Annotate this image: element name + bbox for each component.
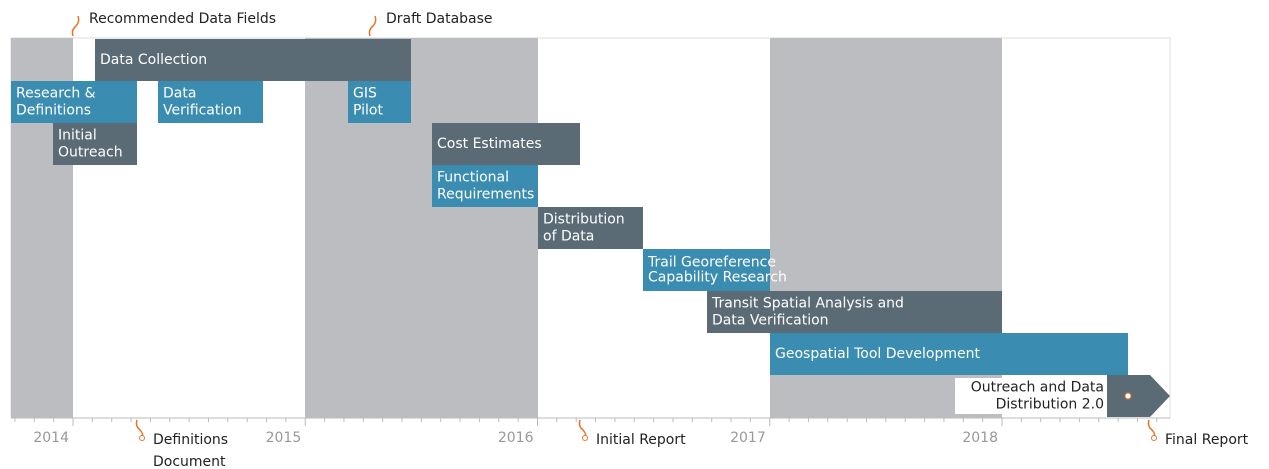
task-label: Functional — [437, 170, 509, 186]
task-label: Initial — [58, 128, 97, 144]
task-label: Definitions — [16, 103, 91, 119]
year-band — [305, 38, 538, 418]
milestone-dot — [1151, 435, 1157, 441]
task-arrow — [1107, 375, 1170, 417]
milestone-label: Final Report — [1165, 432, 1249, 448]
task-label: Outreach and Data — [971, 380, 1104, 396]
task-label: Verification — [163, 103, 242, 119]
year-label: 2016 — [498, 430, 534, 446]
year-label: 2018 — [962, 430, 998, 446]
task-bar — [95, 39, 411, 81]
task-label: GIS — [353, 86, 377, 102]
label-bg — [955, 378, 1105, 414]
task-label: Transit Spatial Analysis and — [711, 296, 904, 312]
task-label: Data Verification — [712, 313, 829, 329]
marker — [1124, 392, 1132, 400]
milestone-label: Definitions — [153, 432, 228, 448]
task-label: Distribution 2.0 — [996, 397, 1104, 413]
task-label: Cost Estimates — [437, 136, 542, 152]
task-bar — [538, 207, 643, 249]
milestone-marker — [71, 15, 80, 37]
year-label: 2015 — [266, 430, 302, 446]
milestone-marker — [368, 15, 377, 37]
milestone-label: Document — [153, 454, 226, 469]
task-bar — [432, 123, 580, 165]
task-bar — [348, 81, 411, 123]
task-label: Data Collection — [100, 52, 207, 68]
task-bar — [643, 249, 770, 291]
task-bar — [158, 81, 263, 123]
task-label: Data — [163, 86, 196, 102]
task-label: Distribution — [543, 212, 625, 228]
task-label: of Data — [543, 229, 594, 245]
milestone-label: Initial Report — [596, 432, 686, 448]
task-bar — [11, 81, 137, 123]
task-label: Research & — [16, 86, 96, 102]
milestone-dot — [139, 435, 145, 441]
task-label: Capability Research — [648, 270, 787, 286]
task-bar — [707, 291, 1002, 333]
task-bar — [432, 165, 538, 207]
task-label: Trail Georeference — [647, 255, 776, 271]
milestone-dot — [582, 435, 588, 441]
milestone-label: Recommended Data Fields — [89, 11, 276, 27]
year-label: 2017 — [730, 430, 766, 446]
milestone-label: Draft Database — [386, 11, 493, 27]
task-label: Requirements — [437, 187, 534, 203]
task-label: Pilot — [353, 103, 383, 119]
task-bar — [770, 333, 1128, 375]
year-label: 2014 — [33, 430, 69, 446]
task-label: Geospatial Tool Development — [775, 346, 980, 362]
task-bar — [53, 123, 137, 165]
task-label: Outreach — [58, 145, 123, 161]
